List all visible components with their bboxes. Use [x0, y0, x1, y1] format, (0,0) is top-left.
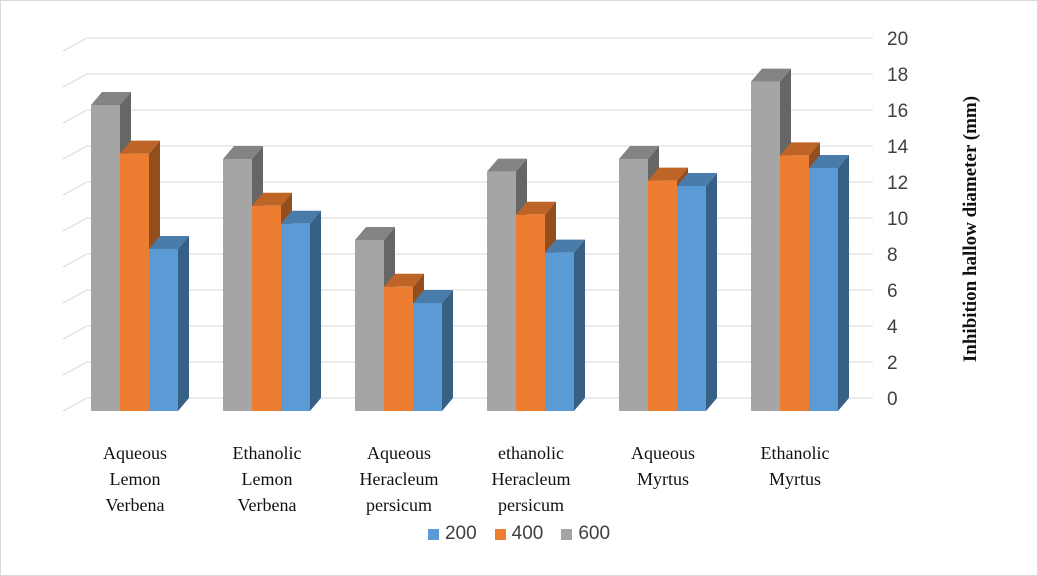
gridline [62, 289, 873, 304]
y-tick-label: 8 [887, 245, 898, 266]
legend: 200 400 600 [1, 523, 1037, 545]
gridline [62, 181, 873, 196]
legend-item-400: 400 [494, 523, 544, 545]
gridline [62, 145, 873, 160]
y-tick-label: 20 [887, 29, 908, 50]
y-tick-label: 2 [887, 353, 898, 374]
y-tick-label: 0 [887, 389, 898, 410]
category-label: Ethanolic Lemon Verbena [233, 443, 302, 515]
legend-item-600: 600 [561, 523, 610, 545]
y-tick-label: 18 [887, 65, 908, 86]
category-label: Aqueous Lemon Verbena [103, 443, 167, 515]
y-tick-label: 16 [887, 101, 908, 122]
gridline [62, 109, 873, 124]
bars [91, 68, 849, 411]
bar-200 [281, 210, 321, 411]
bar-200 [677, 173, 717, 411]
y-axis-title: Inhibition hallow diameter (mm) [960, 96, 981, 362]
bar-200 [809, 155, 849, 411]
category-labels: Aqueous Lemon Verbena Ethanolic Lemon Verbena… [103, 443, 829, 515]
legend-label: 200 [444, 523, 477, 544]
gridline [62, 253, 873, 268]
gridline [62, 73, 873, 88]
bar-200 [149, 236, 189, 411]
legend-label: 400 [511, 523, 544, 544]
gridline [62, 397, 873, 412]
legend-label: 600 [578, 523, 611, 544]
legend-item-200: 200 [427, 523, 477, 545]
gridline [62, 217, 873, 232]
y-tick-label: 14 [887, 137, 909, 158]
y-axis-ticks: 0 2 4 6 8 10 12 14 16 18 20 [887, 29, 909, 410]
legend-swatch [427, 528, 439, 540]
legend-swatch [494, 528, 506, 540]
category-label: ethanolic Heracleum persicum [492, 443, 571, 515]
y-tick-label: 4 [887, 317, 898, 338]
gridline [62, 361, 873, 376]
y-tick-label: 12 [887, 173, 908, 194]
bar-200 [413, 290, 453, 411]
bar-200 [545, 239, 585, 411]
category-label: Aqueous Myrtus [631, 443, 695, 489]
gridline [62, 325, 873, 340]
gridline [62, 37, 873, 52]
category-label: Aqueous Heracleum persicum [360, 443, 439, 515]
legend-swatch [561, 528, 573, 540]
y-tick-label: 6 [887, 281, 898, 302]
gridlines [62, 37, 873, 412]
y-tick-label: 10 [887, 209, 908, 230]
category-label: Ethanolic Myrtus [761, 443, 830, 489]
